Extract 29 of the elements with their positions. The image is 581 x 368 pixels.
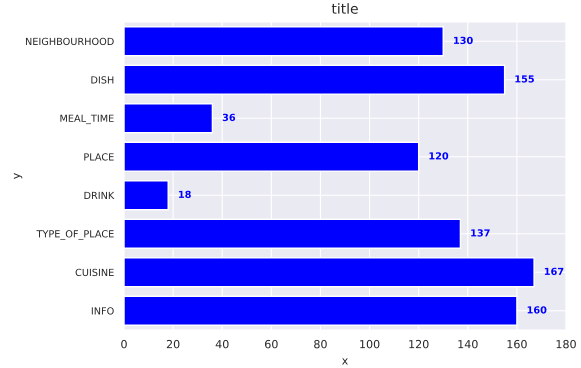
data-label: 120: [429, 152, 448, 160]
x-tick-label: 80: [314, 340, 327, 348]
x-tick-label: 60: [265, 340, 278, 348]
data-label: 155: [515, 75, 534, 83]
data-label: 160: [528, 306, 546, 314]
x-axis-title: x: [342, 358, 348, 364]
y-tick-label: MEAL_TIME: [60, 114, 114, 124]
x-tick-label: 20: [166, 340, 180, 348]
x-tick-label: 180: [556, 340, 576, 348]
y-tick-label: CUISINE: [76, 268, 114, 276]
x-tick-label: 140: [458, 340, 478, 348]
y-tick-label: NEIGHBOURHOOD: [26, 38, 114, 46]
x-tick-label: 160: [508, 340, 527, 348]
y-tick-label: DRINK: [84, 192, 114, 199]
data-label: 18: [179, 190, 191, 198]
chart-title: title: [332, 3, 358, 14]
x-tick-label: 40: [216, 340, 229, 348]
x-tick-label: 0: [121, 340, 127, 348]
data-label: 36: [222, 114, 236, 122]
y-tick-label: TYPE_OF_PLACE: [36, 230, 114, 240]
y-tick-label: PLACE: [84, 153, 114, 161]
data-label: 130: [454, 36, 473, 44]
y-tick-label: DISH: [91, 76, 114, 84]
x-tick-label: 100: [360, 340, 380, 348]
data-label: 137: [471, 229, 490, 237]
y-tick-label: INFO: [92, 307, 114, 315]
y-axis-title: y: [14, 173, 22, 179]
data-label: 167: [544, 268, 564, 276]
x-tick-label: 120: [409, 340, 429, 348]
